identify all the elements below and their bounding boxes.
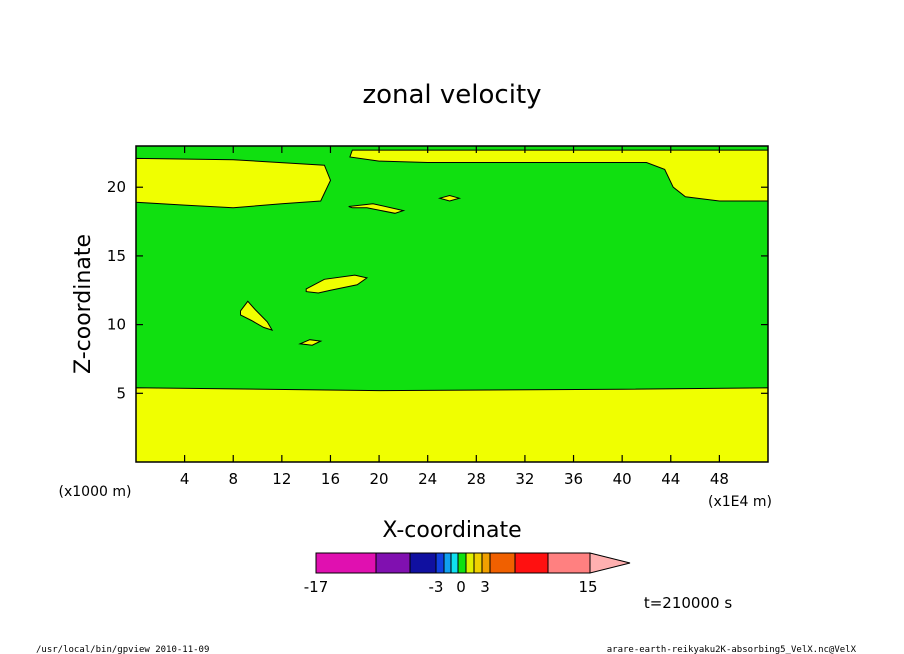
x-tick-label: 32 <box>515 470 534 488</box>
colorbar-segment <box>465 552 475 574</box>
colorbar-segment <box>489 552 516 574</box>
colorbar-segment <box>514 552 549 574</box>
colorbar-segment <box>435 552 445 574</box>
contour-region-blob-upper-mid <box>348 203 406 214</box>
y-tick-label: 20 <box>107 178 126 196</box>
colorbar-label: -3 <box>429 578 444 596</box>
x-tick-label: 24 <box>418 470 437 488</box>
colorbar-segment <box>315 552 377 574</box>
colorbar <box>315 552 631 574</box>
footer-left: /usr/local/bin/gpview 2010-11-09 <box>36 645 209 654</box>
colorbar-segment <box>409 552 437 574</box>
contour-region-blob-left <box>240 300 274 331</box>
colorbar-labels: -17 -3 0 3 15 <box>304 578 598 596</box>
chart-title: zonal velocity <box>362 80 541 110</box>
contour-region-blob-small <box>298 339 323 346</box>
colorbar-label: 3 <box>480 578 490 596</box>
colorbar-segment <box>443 552 452 574</box>
x-tick-label: 28 <box>467 470 486 488</box>
colorbar-segment <box>547 552 591 574</box>
colorbar-segment <box>375 552 411 574</box>
contour-region-blob-center <box>305 274 369 294</box>
y-unit-label: (x1000 m) <box>59 484 132 500</box>
contour-region-top-right-band <box>349 149 769 202</box>
x-unit-label: (x1E4 m) <box>708 494 772 510</box>
x-tick-label: 36 <box>564 470 583 488</box>
x-axis-label: X-coordinate <box>382 518 521 543</box>
footer-right: arare-earth-reikyaku2K-absorbing5_VelX.n… <box>607 645 857 654</box>
plot-area <box>135 145 769 463</box>
x-tick-label: 40 <box>613 470 632 488</box>
colorbar-segment <box>450 552 459 574</box>
y-tick-label: 15 <box>107 247 126 265</box>
contour-region-blob-upper-small <box>437 194 462 202</box>
y-tick-label: 10 <box>107 316 126 334</box>
colorbar-segment <box>457 552 467 574</box>
x-tick-label: 8 <box>228 470 238 488</box>
colorbar-extension <box>589 552 631 574</box>
colorbar-label: 0 <box>456 578 466 596</box>
y-axis-ticks: 5 10 15 20 <box>107 178 768 402</box>
x-tick-label: 4 <box>180 470 190 488</box>
x-tick-label: 48 <box>710 470 729 488</box>
x-tick-label: 44 <box>661 470 680 488</box>
x-tick-label: 20 <box>370 470 389 488</box>
y-axis-label: Z-coordinate <box>71 234 96 374</box>
time-label: t=210000 s <box>644 594 732 612</box>
x-tick-label: 12 <box>272 470 291 488</box>
y-tick-label: 5 <box>116 384 126 402</box>
colorbar-label: -17 <box>304 578 329 596</box>
contour-region-bottom-band <box>135 387 769 463</box>
colorbar-segment <box>481 552 491 574</box>
colorbar-label: 15 <box>578 578 597 596</box>
x-tick-label: 16 <box>321 470 340 488</box>
contour-regions <box>135 149 769 463</box>
contour-region-top-left-band <box>135 157 332 209</box>
plot-frame <box>135 145 769 463</box>
colorbar-segment <box>473 552 483 574</box>
x-axis-ticks: 4 8 12 16 20 24 28 32 36 40 44 48 <box>180 146 729 488</box>
